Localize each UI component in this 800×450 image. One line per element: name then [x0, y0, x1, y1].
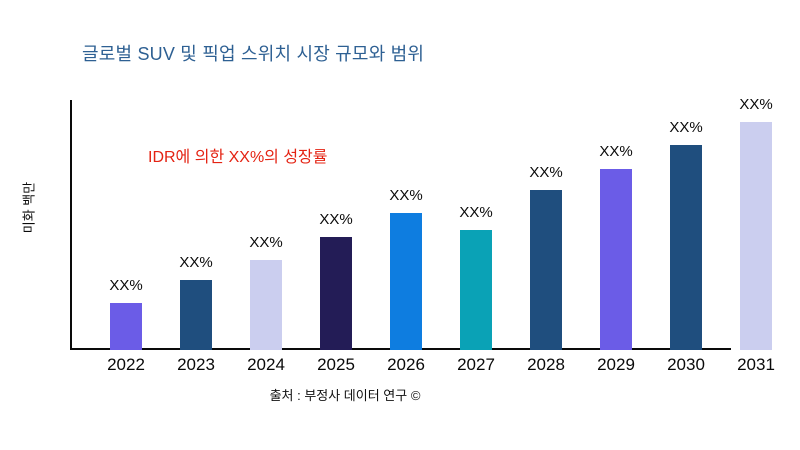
bar-value-label-2025: XX% [319, 211, 353, 228]
bar-2030 [670, 145, 702, 350]
bar-value-label-2031: XX% [739, 96, 773, 113]
y-axis-line [70, 100, 72, 350]
bar-value-label-2022: XX% [109, 277, 143, 294]
bar-2028 [530, 190, 562, 350]
bar-value-label-2024: XX% [249, 234, 283, 251]
bar-value-label-2023: XX% [179, 254, 213, 271]
bar-2029 [600, 169, 632, 350]
bar-2025 [320, 237, 352, 350]
bar-2027 [460, 230, 492, 350]
chart-title: 글로벌 SUV 및 픽업 스위치 시장 규모와 범위 [82, 44, 425, 64]
bar-value-label-2029: XX% [599, 143, 633, 160]
bar-2031 [740, 122, 772, 350]
bar-value-label-2030: XX% [669, 119, 703, 136]
y-axis-label: 미화 백만 [21, 181, 37, 234]
bar-2024 [250, 260, 282, 350]
bar-2022 [110, 303, 142, 350]
x-tick-label-2023: 2023 [177, 355, 215, 374]
x-tick-label-2024: 2024 [247, 355, 285, 374]
x-tick-label-2028: 2028 [527, 355, 565, 374]
x-tick-label-2026: 2026 [387, 355, 425, 374]
bar-2023 [180, 280, 212, 350]
x-tick-label-2030: 2030 [667, 355, 705, 374]
x-tick-label-2027: 2027 [457, 355, 495, 374]
bar-value-label-2028: XX% [529, 164, 563, 181]
bar-value-label-2026: XX% [389, 187, 423, 204]
x-tick-label-2025: 2025 [317, 355, 355, 374]
source-caption: 출처 : 부정사 데이터 연구 © [269, 388, 421, 403]
bar-value-label-2027: XX% [459, 204, 493, 221]
growth-annotation: IDR에 의한 XX%의 성장률 [148, 149, 328, 166]
x-tick-label-2031: 2031 [737, 355, 775, 374]
bar-2026 [390, 213, 422, 350]
x-tick-label-2022: 2022 [107, 355, 145, 374]
x-tick-label-2029: 2029 [597, 355, 635, 374]
